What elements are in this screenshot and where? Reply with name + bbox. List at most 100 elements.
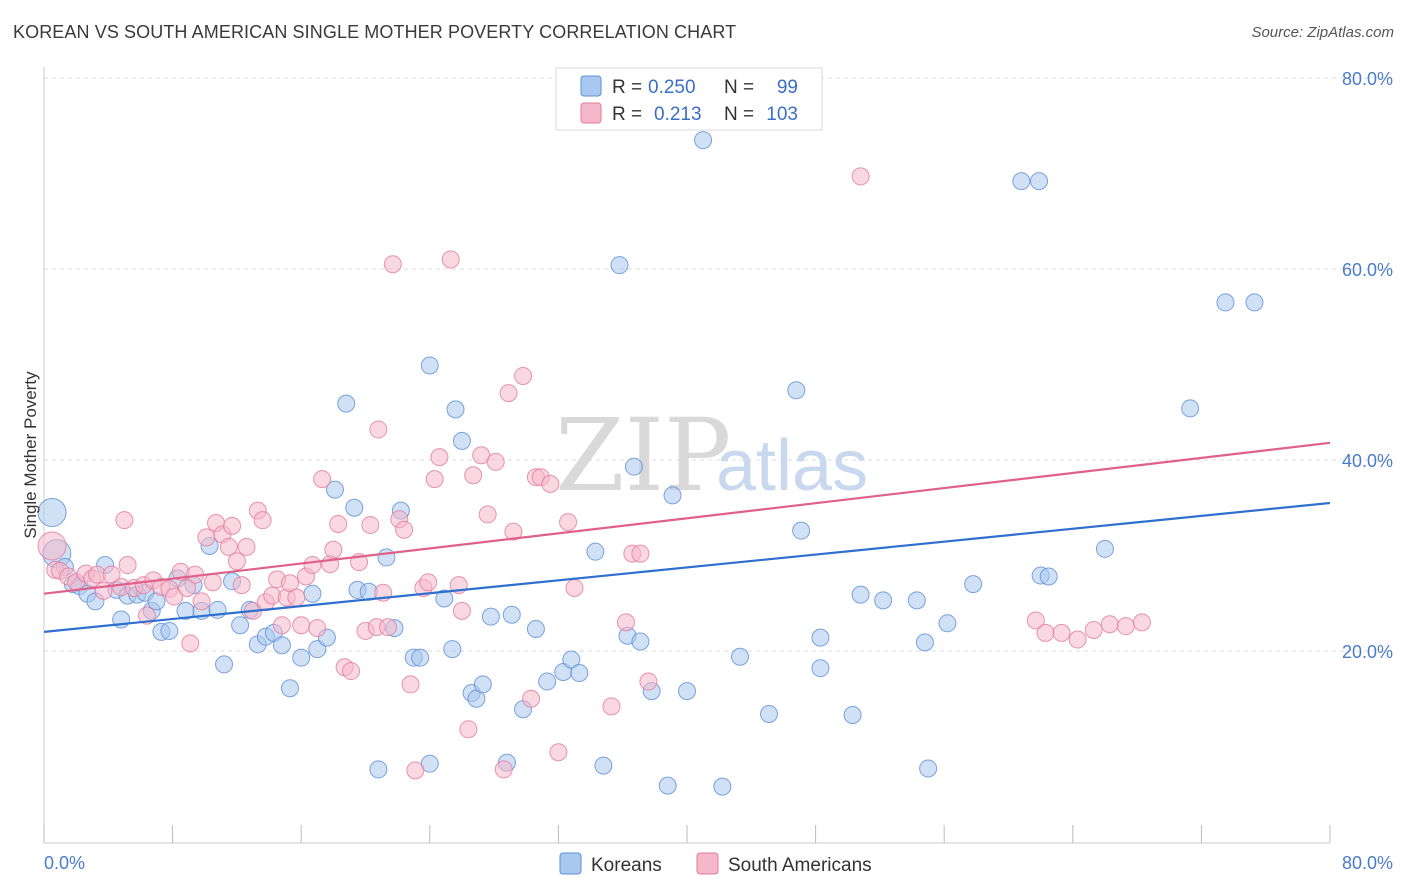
korean-point (843, 705, 862, 724)
korean-point (446, 400, 465, 419)
korean-point (435, 589, 454, 608)
south-american-point (499, 384, 518, 403)
correlation-legend: R = 0.250 N = 99 R = 0.213 N = 103 (555, 67, 823, 131)
korean-point (1245, 293, 1264, 312)
korean-point (594, 756, 613, 775)
korean-point (570, 663, 589, 682)
korean-point (713, 777, 732, 796)
korean-point (562, 650, 581, 669)
korean-point (377, 548, 396, 567)
south-american-point (227, 552, 246, 571)
south-american-point (219, 537, 238, 556)
korean-point (325, 480, 344, 499)
y-tick-labels: 20.0% 40.0% 60.0% 80.0% (1342, 69, 1393, 662)
south-american-point (504, 522, 523, 541)
legend-n-label-1: N = (724, 77, 754, 98)
korean-point (907, 591, 926, 610)
korean-point (369, 760, 388, 779)
y-tick-label: 20.0% (1342, 642, 1393, 662)
korean-point (1012, 172, 1031, 191)
korean-point (337, 394, 356, 413)
korean-point (502, 605, 521, 624)
korean-point (759, 705, 778, 724)
south-american-point (232, 576, 251, 595)
chart-source: Source: ZipAtlas.com (1251, 24, 1394, 41)
korean-point (658, 776, 677, 795)
south-american-point (631, 544, 650, 563)
korean-point (481, 607, 500, 626)
south-american-point (287, 588, 306, 607)
korean-point (1181, 399, 1200, 418)
korean-point (37, 498, 67, 528)
legend-koreans-swatch (559, 852, 582, 875)
south-american-point (401, 675, 420, 694)
south-american-point (425, 470, 444, 489)
legend-koreans-label: Koreans (591, 855, 662, 876)
south-american-point (313, 470, 332, 489)
south-american-point (1084, 620, 1103, 639)
y-tick-label: 80.0% (1342, 69, 1393, 89)
korean-point (631, 632, 650, 651)
south-american-point (559, 513, 578, 532)
south-american-point (419, 573, 438, 592)
south-american-point (361, 515, 380, 534)
south-american-point (395, 520, 414, 539)
south-american-point (1026, 611, 1045, 630)
south-american-point (94, 581, 113, 600)
chart-title: KOREAN VS SOUTH AMERICAN SINGLE MOTHER P… (13, 22, 737, 42)
legend-swatch-pink (580, 102, 602, 124)
legend-south-americans-swatch (696, 852, 719, 875)
korean-point (538, 672, 557, 691)
south-american-point (237, 537, 256, 556)
legend-n-value-2: 103 (766, 104, 798, 125)
korean-point (215, 655, 234, 674)
south-american-point (616, 613, 635, 632)
korean-point (160, 621, 179, 640)
legend-r-label-1: R = (612, 77, 642, 98)
y-axis-label: Single Mother Poverty (21, 371, 40, 539)
south-americans-trend-line (43, 441, 1331, 595)
korean-point (411, 648, 430, 667)
south-american-point (851, 167, 870, 186)
south-american-point (203, 573, 222, 592)
legend-n-value-1: 99 (777, 77, 798, 98)
south-american-point (118, 556, 137, 575)
grid-lines (44, 77, 1392, 652)
south-american-point (303, 556, 322, 575)
korean-point (1030, 172, 1049, 191)
koreans-points (37, 131, 1264, 796)
korean-point (1095, 539, 1114, 558)
legend-r-value-1: 0.250 (648, 77, 696, 98)
korean-point (443, 640, 462, 659)
south-american-point (494, 760, 513, 779)
korean-point (420, 356, 439, 375)
korean-point (452, 431, 471, 450)
axes (43, 67, 1331, 844)
legend-r-value-2: 0.213 (654, 104, 702, 125)
watermark-atlas-text: atlas (716, 426, 868, 506)
x-tick-label-min: 0.0% (44, 853, 85, 873)
south-american-point (115, 511, 134, 530)
south-american-point (406, 761, 425, 780)
korean-point (610, 256, 629, 275)
legend-r-label-2: R = (612, 104, 642, 125)
korean-point (938, 614, 957, 633)
south-american-point (464, 466, 483, 485)
south-american-point (102, 565, 121, 584)
korean-point (919, 759, 938, 778)
south-american-point (329, 514, 348, 533)
south-american-point (541, 474, 560, 493)
legend-n-label-2: N = (724, 104, 754, 125)
korean-point (792, 521, 811, 540)
legend-swatch-blue (580, 75, 602, 97)
south-american-point (639, 672, 658, 691)
south-american-point (192, 592, 211, 611)
south-american-point (478, 505, 497, 524)
korean-point (586, 542, 605, 561)
south-american-point (1068, 630, 1087, 649)
korean-point (272, 636, 291, 655)
south-american-point (1116, 617, 1135, 636)
korean-point (345, 498, 364, 517)
south-american-point (452, 601, 471, 620)
